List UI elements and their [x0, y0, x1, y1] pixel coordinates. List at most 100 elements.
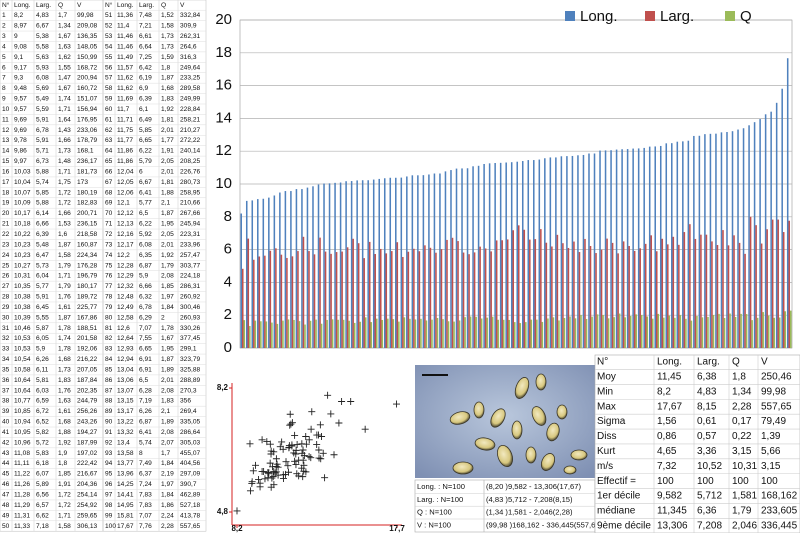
table-cell: 1,71	[58, 168, 71, 175]
bar	[290, 191, 292, 348]
bar	[508, 319, 511, 348]
bar	[632, 148, 634, 348]
table-cell: 11,49	[117, 54, 133, 61]
table-cell: 148,05	[77, 43, 98, 50]
table-cell: 11,62	[117, 85, 133, 92]
table-cell: 2,01	[161, 127, 174, 134]
caption-label: Q : N=100	[417, 508, 452, 517]
bar	[379, 248, 382, 348]
table-cell: 6,03	[36, 387, 49, 394]
bar	[376, 318, 378, 348]
bar	[313, 254, 316, 348]
point	[317, 455, 325, 463]
bar	[345, 181, 347, 348]
bar	[629, 316, 632, 348]
bar	[534, 239, 537, 348]
bar	[450, 170, 452, 348]
table-cell: 13,07	[117, 387, 134, 394]
table-cell: 28	[2, 294, 10, 301]
table-cell: 5,83	[36, 450, 49, 457]
table-cell: 9,57	[14, 96, 27, 103]
table-cell: 187,84	[77, 377, 98, 384]
bar	[436, 317, 439, 348]
table-cell: 11,4	[117, 23, 130, 30]
table-cell: 173	[77, 179, 88, 186]
table-cell: 1,71	[58, 512, 71, 519]
stats-cell: 1,56	[657, 416, 677, 427]
table-header: Long.	[14, 2, 31, 9]
point	[287, 420, 295, 428]
table-cell: 83	[105, 346, 113, 353]
table-cell: 1,53	[58, 221, 71, 228]
bar	[505, 162, 507, 348]
point	[315, 454, 323, 462]
table-cell: 236,15	[77, 221, 98, 228]
bar	[751, 320, 753, 348]
point	[233, 507, 241, 515]
table-cell: 9	[2, 96, 6, 103]
bar	[428, 174, 430, 348]
table-cell: 10,85	[14, 408, 31, 415]
bar	[659, 145, 662, 348]
table-cell: 4,83	[36, 12, 49, 19]
table-cell: 187,99	[77, 439, 98, 446]
bar	[331, 319, 334, 348]
table-cell: 1,68	[58, 356, 71, 363]
table-cell: 264,6	[180, 43, 197, 50]
table-cell: 65	[105, 158, 113, 165]
table-cell: 1,89	[161, 366, 174, 373]
table-cell: 10,53	[14, 346, 31, 353]
point	[272, 468, 280, 476]
point	[246, 440, 254, 448]
table-cell: 6,78	[139, 304, 152, 311]
table-cell: 228,84	[180, 106, 201, 113]
table-cell: 413,78	[180, 512, 201, 519]
table-cell: 6,26	[36, 356, 49, 363]
table-cell: 218,58	[77, 231, 98, 238]
table-cell: 259,65	[77, 512, 98, 519]
bar	[326, 319, 328, 348]
table-cell: 5,91	[36, 116, 49, 123]
bar	[458, 320, 461, 348]
table-cell: 1,89	[161, 419, 174, 426]
table-cell: 6	[139, 168, 143, 175]
table-cell: 1,67	[58, 85, 71, 92]
table-cell: 6,29	[139, 314, 152, 321]
bar	[468, 254, 470, 348]
table-cell: 30	[2, 314, 10, 321]
bar	[367, 180, 369, 348]
table-cell: 5,55	[36, 314, 49, 321]
table-cell: 1,83	[161, 398, 174, 405]
table-cell: 11,7	[117, 106, 130, 113]
bar	[282, 320, 284, 348]
stats-cell: 10,52	[697, 461, 722, 472]
table-cell: 180,17	[77, 283, 98, 290]
table-cell: 87	[105, 387, 113, 394]
table-cell: 5,38	[36, 33, 49, 40]
stats-cell: Diss	[597, 431, 616, 442]
stats-header: N°	[597, 357, 608, 368]
stats-cell: Kurt	[597, 446, 616, 457]
table-cell: 75	[105, 262, 113, 269]
table-cell: 5,69	[36, 85, 49, 92]
legend-label: Long.	[580, 8, 618, 25]
bar	[610, 150, 612, 348]
table-cell: 1,72	[58, 502, 71, 509]
bar	[566, 156, 568, 348]
table-cell: 13,15	[117, 398, 134, 405]
bar	[286, 257, 288, 348]
y-tick-label: 4,8	[217, 507, 229, 516]
table-cell: 309,9	[180, 23, 197, 30]
table-cell: 260,92	[180, 294, 201, 301]
table-cell: 9,3	[14, 75, 23, 82]
bar	[621, 149, 623, 348]
stats-cell: 557,65	[761, 401, 792, 412]
table-cell: 254,14	[77, 491, 98, 498]
bar	[733, 235, 735, 348]
bar	[655, 251, 658, 348]
point	[300, 451, 308, 459]
table-cell: 5,81	[36, 377, 49, 384]
bar	[339, 182, 342, 348]
bar	[279, 192, 281, 348]
bar	[569, 316, 571, 348]
